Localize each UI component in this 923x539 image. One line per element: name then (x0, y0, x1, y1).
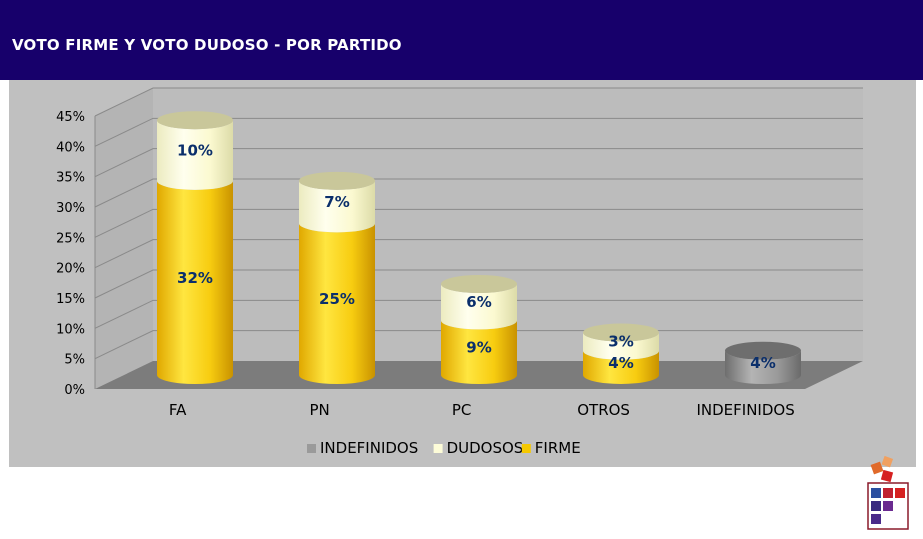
bar-top (299, 171, 375, 190)
y-tick-label: 15% (56, 292, 85, 307)
bar-segment (583, 332, 659, 360)
header-bar: VOTO FIRME Y VOTO DUDOSO - POR PARTIDO (0, 0, 923, 80)
data-label: 9% (466, 339, 491, 357)
legend-swatch (433, 444, 443, 453)
y-tick-label: 45% (56, 110, 85, 125)
x-tick-label: OTROS (577, 401, 630, 419)
y-tick-label: 0% (64, 383, 85, 398)
x-tick-label: INDEFINIDOS (696, 401, 794, 419)
bar-segment (725, 350, 801, 384)
bar-segment (157, 120, 233, 190)
y-tick-label: 5% (64, 353, 85, 368)
legend-label: FIRME (535, 439, 581, 457)
x-tick-label: FA (169, 401, 187, 419)
bar-segment (157, 180, 233, 384)
gridline (94, 299, 863, 329)
bar-top (441, 275, 517, 293)
bar-group: 25% 7% (299, 171, 375, 384)
legend-label: DUDOSOS (447, 439, 524, 457)
gridline (94, 87, 863, 117)
gridline (94, 208, 863, 238)
data-label: 7% (324, 193, 349, 211)
stacked-cylinder-chart: 0% 5% 10% 15% 20% 25% 30% 35% 40% 45% 32% 10% FA 25% 7… (56, 87, 863, 457)
data-label: 4% (750, 354, 775, 372)
bar-segment (441, 320, 517, 384)
y-tick-label: 20% (56, 262, 85, 277)
y-tick-label: 40% (56, 140, 85, 155)
bar-top (725, 341, 801, 360)
y-tick-label: 25% (56, 231, 85, 246)
gridline (94, 148, 863, 178)
gridline (94, 117, 863, 147)
bar-top (157, 111, 233, 130)
gridline (94, 239, 863, 269)
data-label: 25% (319, 290, 355, 308)
y-tick-label: 10% (56, 322, 85, 337)
gridline (94, 269, 863, 299)
bar-group: 4%3% (583, 323, 659, 384)
bar-segment (583, 350, 659, 384)
legend-swatch (521, 444, 531, 453)
bar-group: 9% 6% (441, 275, 517, 384)
bar-top (583, 323, 659, 342)
data-label: 6% (466, 293, 491, 311)
side-wall (95, 88, 153, 389)
bar-group: 32% 10% (157, 111, 233, 384)
gridline (94, 178, 863, 208)
chart-title: VOTO FIRME Y VOTO DUDOSO - POR PARTIDO (12, 36, 402, 54)
bar-segment (299, 180, 375, 233)
legend-label: INDEFINIDOS (320, 439, 418, 457)
chart-area: 0% 5% 10% 15% 20% 25% 30% 35% 40% 45% 32% 10% FA 25% 7… (9, 80, 916, 467)
x-tick-label: PC (452, 401, 472, 419)
logo-icon (867, 455, 909, 530)
data-label: 3% (608, 333, 633, 351)
bar-group: 4% (725, 341, 801, 384)
y-tick-label: 30% (56, 201, 85, 216)
x-tick-label: PN (309, 401, 329, 419)
legend-swatch (307, 444, 316, 453)
data-label: 10% (177, 142, 213, 160)
bar-segment (299, 223, 375, 384)
data-label: 4% (608, 354, 633, 372)
y-tick-label: 35% (56, 171, 85, 186)
bar-segment (441, 284, 517, 330)
data-label: 32% (177, 269, 213, 287)
